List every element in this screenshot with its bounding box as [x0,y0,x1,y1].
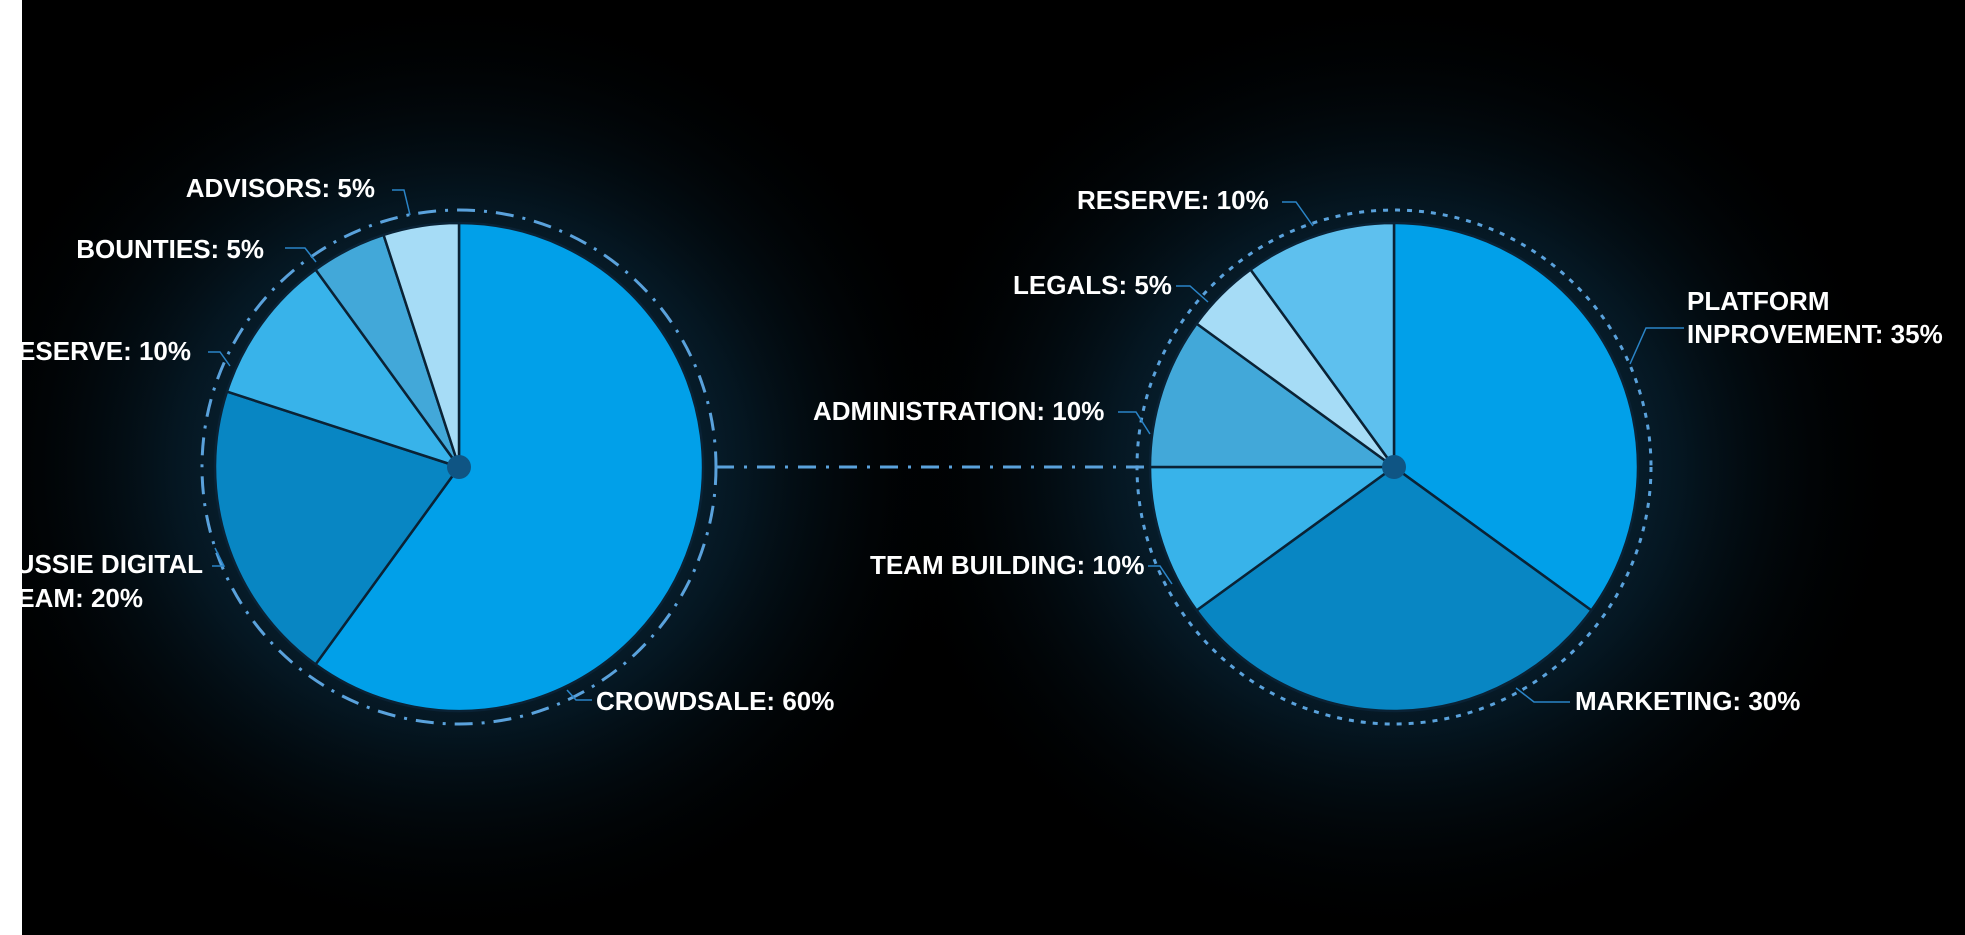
leader-platform [1629,327,1684,365]
slice-platform-inprovement [1392,221,1640,612]
leader-crowdsale [566,689,592,701]
label-reserve-left: RESERVE: 10% [0,336,191,366]
leader-legals [1176,285,1209,303]
fund-allocation-pie [1148,221,1640,713]
label-aussie-digital-team-line-1: AUSSIE DIGITAL [0,549,203,579]
token-allocation-pie [213,221,705,713]
label-marketing: MARKETING: 30% [1575,686,1800,716]
leader-bounties [285,247,317,263]
label-advisors: ADVISORS: 5% [186,173,375,203]
label-legals: LEGALS: 5% [1013,270,1172,300]
leader-advisors [392,189,411,216]
leader-marketing [1515,687,1570,703]
leader-reserve-right [1282,201,1314,227]
slice-marketing [1195,465,1593,713]
slice-team-building [1148,465,1396,612]
left-pie-hub [447,455,471,479]
leader-administration [1118,411,1151,435]
slice-aussie-digital-team [213,390,461,666]
label-aussie-digital-team-line-2: TEAM: 20% [1,583,143,613]
leader-lines [208,189,1684,703]
leader-aussie [212,547,226,567]
leader-team-building [1148,565,1173,585]
label-reserve-right: RESERVE: 10% [1077,185,1269,215]
label-bounties: BOUNTIES: 5% [76,234,264,264]
slice-crowdsale [314,221,705,713]
label-crowdsale: CROWDSALE: 60% [596,686,834,716]
left-edge-strip [0,0,22,935]
right-pie-hub [1382,455,1406,479]
right-pie-outer-ring [1135,208,1653,726]
label-administration: ADMINISTRATION: 10% [813,396,1104,426]
label-platform-line-2: INPROVEMENT: 35% [1687,319,1943,349]
left-pie-outer-ring [200,208,718,726]
label-platform-line-1: PLATFORM [1687,286,1830,316]
leader-reserve-left [208,351,231,367]
slice-administration [1148,322,1396,469]
label-team-building: TEAM BUILDING: 10% [870,550,1144,580]
slice-reserve [225,268,461,469]
slice-reserve [1249,221,1396,469]
slice-advisors [382,221,461,469]
